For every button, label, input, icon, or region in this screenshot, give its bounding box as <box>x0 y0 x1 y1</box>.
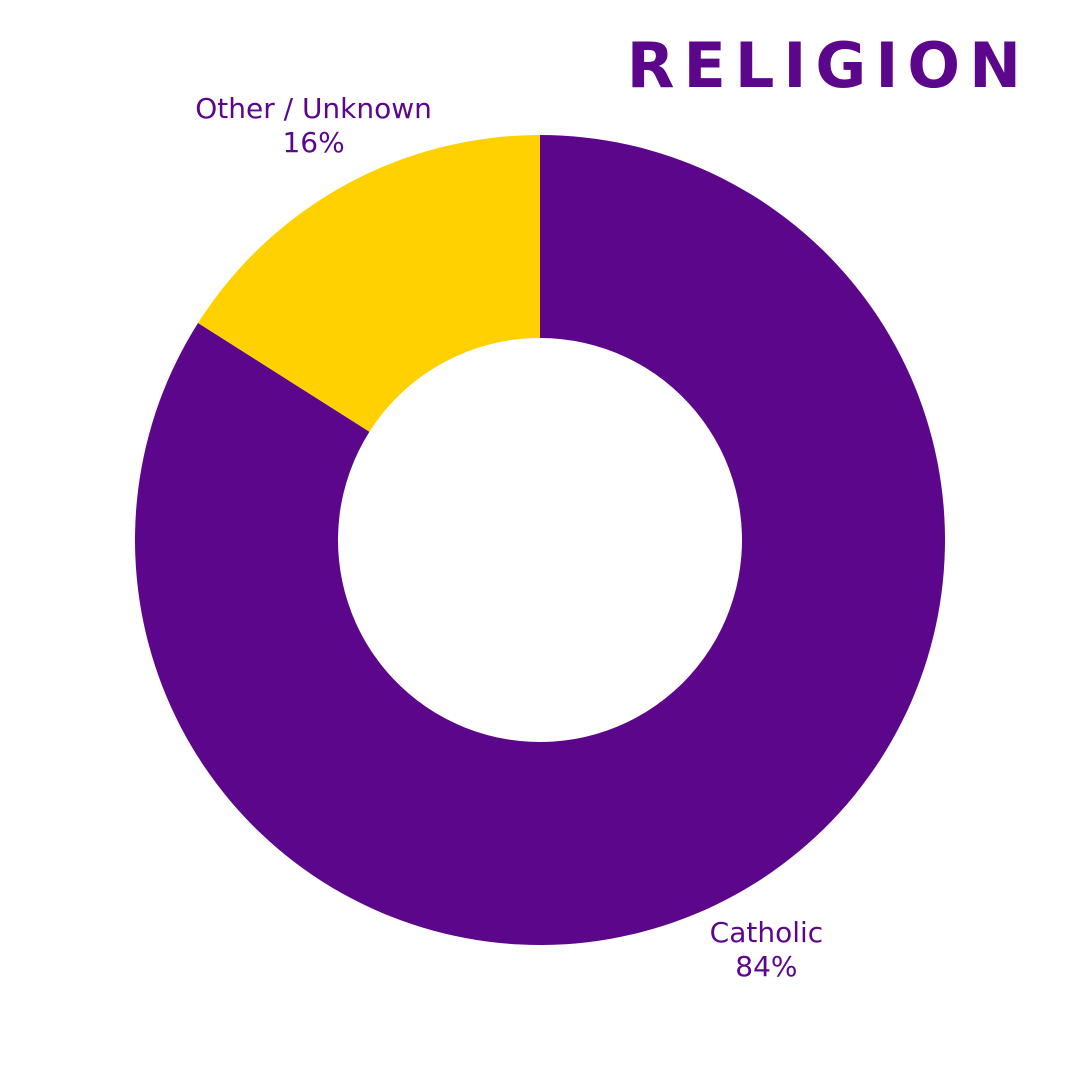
slice-label: Other / Unknown <box>195 92 432 125</box>
slice-label: Catholic <box>710 916 824 949</box>
slice-value: 16% <box>282 126 344 159</box>
donut-slice <box>135 135 946 945</box>
donut-slice <box>198 135 541 432</box>
slice-value: 84% <box>735 950 797 983</box>
chart-title: RELIGION <box>627 29 1030 102</box>
